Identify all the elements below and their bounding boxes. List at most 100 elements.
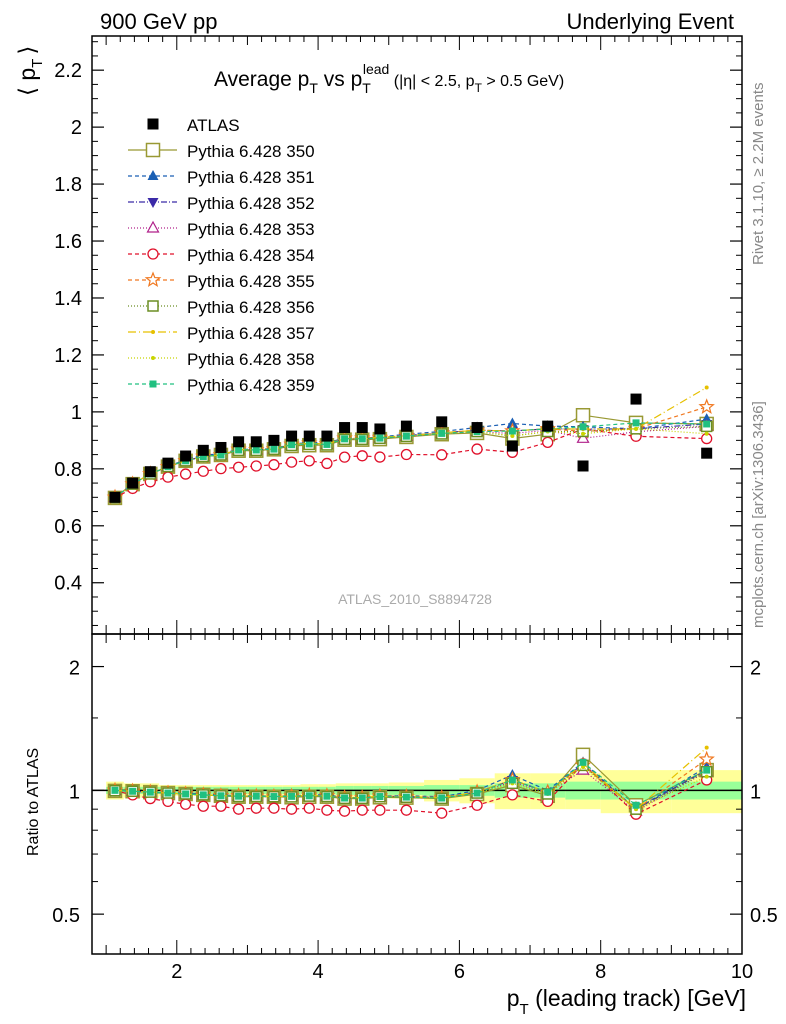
series-point [250, 460, 262, 472]
ratio-series-line [114, 766, 707, 810]
ratio-series-line [114, 761, 707, 806]
series-point [323, 440, 331, 448]
ratio-tick-label-right: 2 [750, 658, 761, 680]
series-point [436, 449, 448, 461]
series-point [270, 445, 278, 453]
series-point [634, 426, 639, 431]
atlas-data-point [506, 440, 518, 452]
atlas-data-point [144, 466, 156, 478]
x-axis-label: pT (leading track) [GeV] [507, 985, 746, 1018]
series-point [288, 441, 296, 449]
legend-marker [149, 380, 157, 388]
ratio-series-point [506, 789, 519, 801]
series-group [109, 420, 713, 504]
ratio-series-point [698, 750, 715, 767]
legend-marker [146, 220, 160, 233]
legend-label: Pythia 6.428 357 [187, 324, 315, 343]
y-tick-label: 2 [71, 117, 82, 139]
series-point [197, 465, 209, 477]
legend-label: Pythia 6.428 352 [187, 194, 315, 213]
atlas-data-point [197, 444, 209, 456]
ratio-tick-label-right: 0.5 [750, 905, 778, 927]
atlas-data-point [577, 460, 589, 472]
series-point [268, 459, 280, 471]
atlas-data-point [542, 420, 554, 432]
ratio-series-point [235, 792, 243, 800]
ratio-series-point [581, 764, 586, 769]
ratio-series-line [114, 762, 707, 815]
series-point [305, 440, 313, 448]
y-tick-label: 0.4 [54, 573, 82, 595]
legend-marker [147, 300, 159, 312]
atlas-data-point [471, 422, 483, 434]
atlas-data-point [268, 434, 280, 446]
x-tick-label: 4 [313, 961, 324, 983]
main-atlas-data [109, 393, 713, 503]
legend-label: Pythia 6.428 358 [187, 350, 315, 369]
ratio-tick-label-right: 1 [750, 781, 761, 803]
ratio-tick-label: 0.5 [52, 905, 80, 927]
ratio-tick-label: 1 [69, 781, 80, 803]
series-point [179, 468, 192, 480]
watermark: ATLAS_2010_S8894728 [338, 591, 492, 607]
header-left: 900 GeV pp [100, 9, 217, 34]
series-point [579, 423, 587, 431]
legend-marker [151, 330, 155, 334]
ratio-series-point [473, 789, 481, 797]
ratio-series-point [268, 802, 280, 814]
ratio-series-point [215, 800, 227, 812]
ratio-series-point [252, 792, 260, 800]
atlas-data-point [109, 491, 121, 503]
legend-label: Pythia 6.428 353 [187, 220, 315, 239]
atlas-data-point [286, 430, 298, 442]
mcplots-label-text: mcplots.cern.ch [arXiv:1306.3436] [750, 401, 767, 628]
atlas-data-point [374, 423, 386, 435]
title-part-cuts-end: > 0.5 GeV) [482, 73, 564, 90]
ratio-series-point [544, 788, 552, 796]
legend-marker [147, 248, 159, 260]
ratio-series-point [232, 803, 245, 815]
legend-marker [147, 198, 159, 208]
ratio-series-point [179, 798, 192, 810]
rivet-label-text: Rivet 3.1.10, ≥ 2.2M events [750, 83, 767, 266]
series-point [338, 451, 351, 463]
legend-marker [151, 356, 155, 360]
legend-marker [147, 170, 159, 180]
header-right: Underlying Event [566, 9, 734, 34]
series-point [235, 446, 243, 454]
atlas-data-point [701, 447, 713, 459]
xlabel-sub: T [520, 1001, 529, 1018]
series-point [356, 450, 368, 462]
series-point [698, 398, 715, 414]
ratio-series-point [250, 802, 262, 814]
title-sub-2: T [362, 80, 371, 96]
series-point [510, 434, 515, 439]
series-point [252, 446, 260, 454]
series-point [400, 448, 413, 461]
series-point [471, 443, 483, 455]
main-y-axis-label: ⟨ pT ⟩ [14, 46, 46, 96]
ratio-series-point [704, 745, 709, 750]
ratio-series-point [400, 804, 413, 816]
y-tick-label: 2.2 [54, 60, 82, 82]
legend-label-atlas: ATLAS [187, 116, 240, 135]
ratio-series-point [341, 794, 349, 802]
ratio-mc-series [106, 745, 715, 820]
y-tick-label: 0.8 [54, 459, 82, 481]
atlas-data-point [436, 416, 448, 428]
series-point [215, 463, 227, 475]
atlas-data-point [356, 422, 368, 434]
ratio-tick-label: 2 [69, 658, 80, 680]
series-point [704, 385, 709, 390]
y-tick-label: 1.6 [54, 231, 82, 253]
y-tick-label: 1.4 [54, 288, 82, 310]
series-point [285, 456, 298, 468]
x-tick-label: 8 [595, 961, 606, 983]
x-tick-label: 6 [454, 961, 465, 983]
ratio-series-point [217, 792, 225, 800]
ratio-series-point [338, 805, 351, 817]
series-point [581, 431, 586, 436]
series-point [232, 461, 245, 473]
ratio-series-point [303, 802, 315, 814]
ratio-series-point [356, 804, 368, 816]
